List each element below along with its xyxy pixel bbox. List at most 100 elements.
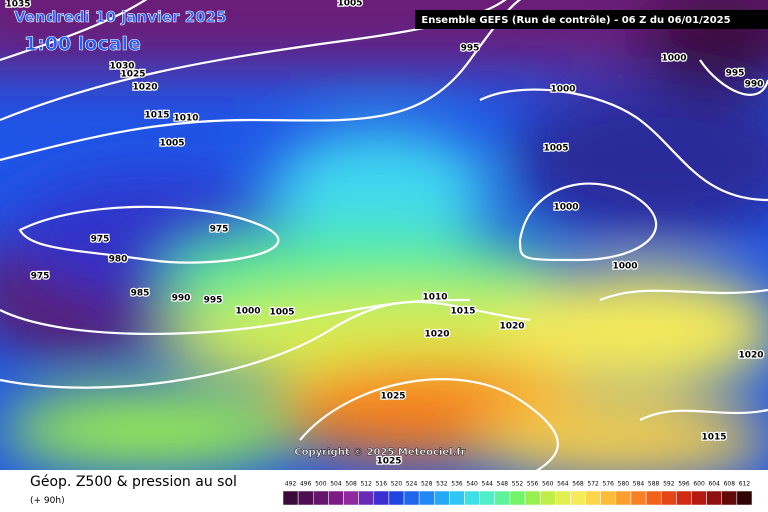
colorbar-tick: 612 [739, 481, 751, 488]
colorbar-cell [358, 490, 375, 506]
colorbar-tick: 516 [376, 481, 388, 488]
colorbar-cell [539, 490, 556, 506]
isobar-label: 995 [204, 296, 223, 306]
colorbar-cell [615, 490, 632, 506]
colorbar-cell [494, 490, 511, 506]
isobar-label: 1025 [120, 70, 145, 80]
isobar-label: 1020 [738, 351, 763, 361]
isobar-label: 1025 [376, 457, 401, 467]
colorbar: 492 496 500 504 508 512 516 520 524 528 532 536 540 5… [282, 481, 753, 506]
colorbar-tick: 572 [587, 481, 599, 488]
colorbar-tick: 524 [406, 481, 418, 488]
colorbar-tick: 500 [315, 481, 327, 488]
colorbar-cell [373, 490, 390, 506]
colorbar-cell [645, 490, 662, 506]
colorbar-cell [706, 490, 722, 506]
isobar-label: 990 [745, 80, 764, 90]
isobar-label: 1025 [380, 392, 405, 402]
colorbar-tick: 604 [708, 481, 720, 488]
colorbar-tick: 504 [330, 481, 342, 488]
isobar-label: 1000 [661, 54, 686, 64]
isobar-label: 985 [131, 289, 150, 299]
isobar-label: 975 [91, 235, 110, 245]
isobar-label: 1005 [269, 308, 294, 318]
colorbar-tick: 512 [360, 481, 372, 488]
isobar-label: 1020 [132, 83, 157, 93]
isobar-label: 1005 [159, 139, 184, 149]
colorbar-cell [418, 490, 435, 506]
colorbar-cell [313, 490, 329, 506]
copyright: Copyright © 2025 Meteociel.fr [294, 447, 465, 458]
colorbar-cell [282, 490, 299, 506]
colorbar-tick: 528 [421, 481, 433, 488]
colorbar-tick: 508 [345, 481, 357, 488]
isobar-label: 980 [109, 255, 128, 265]
colorbar-tick: 496 [300, 481, 312, 488]
colorbar-cell [434, 490, 450, 506]
colorbar-tick: 600 [693, 481, 705, 488]
colorbar-cell [555, 490, 571, 506]
colorbar-cell [479, 490, 496, 506]
colorbar-cell [524, 490, 541, 506]
colorbar-tick: 544 [482, 481, 494, 488]
colorbar-tick: 540 [466, 481, 478, 488]
colorbar-cell [585, 490, 601, 506]
colorbar-cell [660, 490, 677, 506]
colorbar-tick: 520 [391, 481, 403, 488]
isobar-label: 990 [172, 294, 191, 304]
colorbar-cell [388, 490, 405, 506]
colorbar-tick: 588 [648, 481, 660, 488]
colorbar-cell [570, 490, 586, 506]
isobar-label: 1020 [499, 322, 524, 332]
isobar-label: 1010 [422, 293, 447, 303]
colorbar-tick: 532 [436, 481, 448, 488]
local-time: 1:00 locale [24, 33, 141, 55]
colorbar-cell [449, 490, 465, 506]
isobar-label: 995 [726, 69, 745, 79]
isobar-label: 1010 [173, 114, 198, 124]
colorbar-cell [328, 490, 344, 506]
run-banner [415, 10, 768, 29]
run-title: Ensemble GEFS (Run de contrôle) - 06 Z d… [421, 14, 730, 26]
isobar-label: 995 [461, 44, 480, 54]
isobar-label: 1005 [337, 0, 362, 9]
footer-lead: (+ 90h) [30, 496, 65, 506]
isobar-label: 975 [210, 225, 229, 235]
isobar-label: 1000 [235, 307, 260, 317]
colorbar-tick: 548 [497, 481, 509, 488]
colorbar-tick: 492 [285, 481, 297, 488]
colorbar-cell [403, 490, 420, 506]
colorbar-tick: 576 [603, 481, 615, 488]
colorbar-cell [721, 490, 738, 506]
footer-title: Géop. Z500 & pression au sol [30, 474, 237, 490]
colorbar-tick: 584 [633, 481, 645, 488]
isobar-label: 1000 [612, 262, 637, 272]
colorbar-tick: 608 [724, 481, 736, 488]
isobar-label: 1000 [553, 203, 578, 213]
colorbar-cell [600, 490, 617, 506]
colorbar-cell [691, 490, 707, 506]
colorbar-cell [736, 490, 753, 506]
colorbar-cell [676, 490, 692, 506]
colorbar-cell [464, 490, 480, 506]
isobar-label: 1015 [144, 111, 169, 121]
colorbar-tick: 556 [527, 481, 539, 488]
colorbar-cell [297, 490, 314, 506]
date: Vendredi 10 janvier 2025 [14, 8, 227, 26]
colorbar-tick: 552 [512, 481, 524, 488]
isobar-label: 1015 [450, 307, 475, 317]
colorbar-cell [343, 490, 359, 506]
colorbar-tick: 596 [678, 481, 690, 488]
isobar-label: 1020 [424, 330, 449, 340]
isobar-label: 1030 [109, 62, 134, 72]
isobar-label: 975 [31, 272, 50, 282]
isobar-label: 1035 [5, 0, 30, 10]
colorbar-cell [630, 490, 647, 506]
isobar-label: 1005 [543, 144, 568, 154]
colorbar-tick: 536 [451, 481, 463, 488]
colorbar-tick: 580 [618, 481, 630, 488]
